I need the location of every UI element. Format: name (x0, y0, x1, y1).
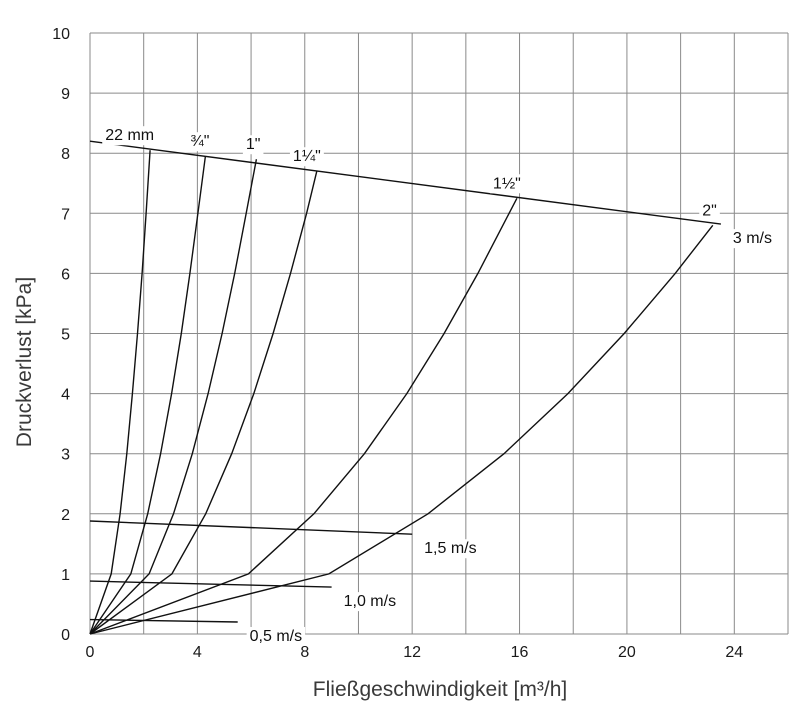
series-line (89, 159, 258, 635)
series-label-background (187, 132, 213, 152)
x-tick-label: 12 (403, 644, 421, 661)
velocity-line (89, 140, 721, 225)
series-line (89, 150, 151, 635)
series-label: 2" (702, 202, 717, 219)
velocity-lines (89, 140, 721, 623)
series-line (89, 171, 318, 635)
y-tick-label: 1 (61, 567, 70, 584)
x-tick-label: 20 (618, 644, 636, 661)
y-tick-label: 2 (61, 507, 70, 524)
y-tick-label: 5 (61, 327, 70, 344)
grid (89, 32, 789, 635)
x-tick-label: 8 (300, 644, 309, 661)
y-tick-label: 10 (52, 26, 70, 43)
x-tick-labels: 0 4 8 12 16 20 24 (86, 644, 744, 661)
series-label-background (289, 147, 324, 167)
series-label-background (340, 592, 400, 612)
series-labels: 22 mm ¾" 1" 1¼" 1½" 2" 3 m/s 1,5 m/s 1,0 m/s 0,5 … (102, 126, 776, 646)
y-tick-labels: 0 1 2 3 4 5 6 7 8 9 10 (52, 26, 70, 644)
velocity-line (89, 580, 332, 588)
x-tick-label: 16 (511, 644, 529, 661)
series-line (89, 156, 207, 635)
series-label-background (102, 126, 158, 146)
series-label-background (421, 539, 480, 559)
series-label-background (699, 201, 720, 221)
series-label-background (489, 174, 524, 194)
x-axis-title: Fließgeschwindigkeit [m³/h] (313, 678, 567, 701)
y-tick-label: 9 (61, 86, 70, 103)
series-label-background (242, 135, 264, 155)
series-label: 1,0 m/s (344, 593, 396, 610)
series-line (89, 197, 518, 635)
series-label: ¾" (190, 133, 209, 150)
y-tick-label: 4 (61, 387, 70, 404)
series-label: 3 m/s (733, 230, 772, 247)
x-tick-label: 24 (725, 644, 743, 661)
series-label: 0,5 m/s (250, 628, 302, 645)
series-label: 1½" (493, 175, 521, 192)
y-tick-label: 7 (61, 206, 70, 223)
series-label: 1¼" (293, 148, 321, 165)
series-label-background (246, 626, 306, 646)
series-line (89, 224, 714, 635)
y-tick-label: 0 (61, 627, 70, 644)
velocity-line (89, 618, 238, 623)
series-label: 1,5 m/s (424, 540, 476, 557)
series-label: 1" (246, 136, 261, 153)
velocity-line (89, 520, 413, 535)
y-tick-label: 3 (61, 447, 70, 464)
pressure-loss-curves (89, 150, 714, 635)
series-label: 22 mm (105, 127, 154, 144)
y-tick-label: 8 (61, 146, 70, 163)
x-tick-label: 0 (86, 644, 95, 661)
series-label-background (729, 229, 776, 249)
y-axis-title: Druckverlust [kPa] (13, 277, 36, 447)
x-tick-label: 4 (193, 644, 202, 661)
y-tick-label: 6 (61, 266, 70, 283)
